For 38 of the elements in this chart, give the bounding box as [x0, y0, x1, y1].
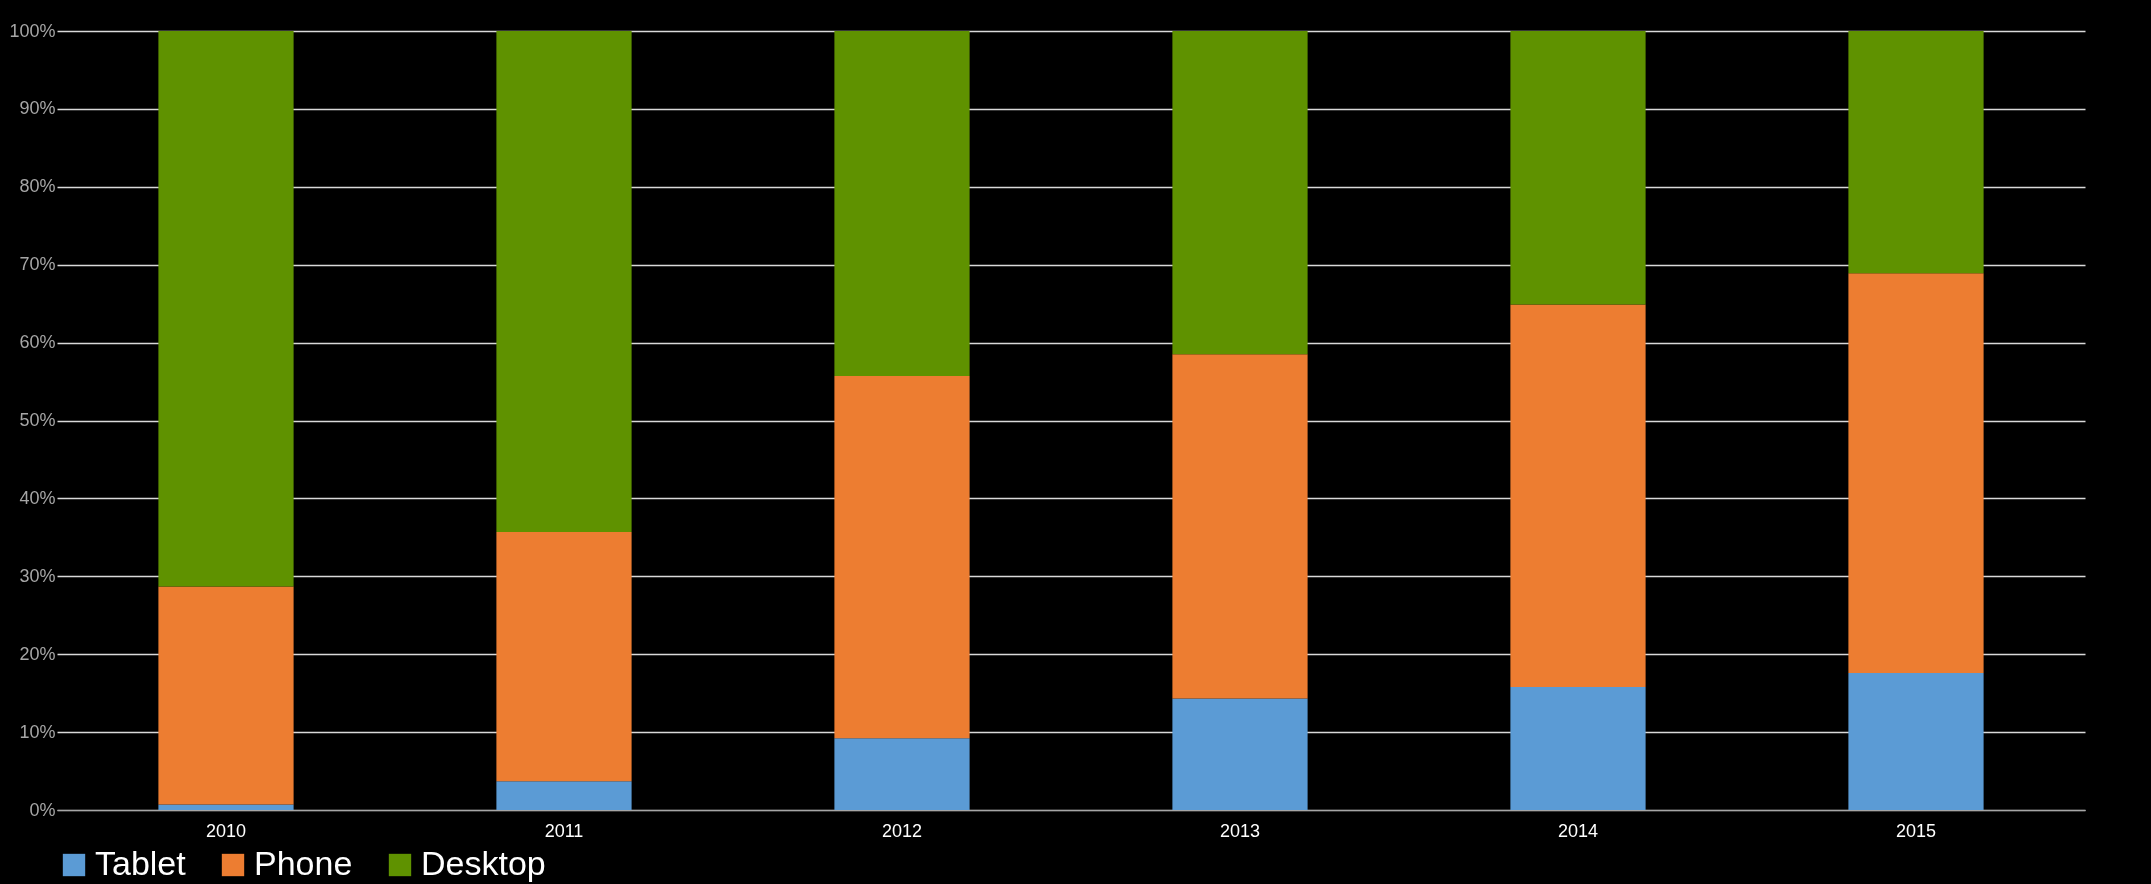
x-tick-label: 2014: [1557, 820, 1599, 841]
bar: [1172, 354, 1308, 699]
y-tick-label: 20%: [19, 643, 56, 664]
bar: [158, 31, 294, 587]
bar: [1172, 31, 1308, 355]
y-tick-label: 30%: [19, 565, 56, 586]
bar: [1172, 698, 1308, 810]
y-tick-label: 90%: [19, 98, 56, 119]
y-tick-label: 50%: [19, 410, 56, 430]
y-tick-label: 0%: [29, 799, 56, 820]
bar: [1848, 273, 1984, 673]
bar: [1510, 31, 1646, 305]
x-tick-label: 2011: [544, 820, 584, 841]
x-tick-label: 2010: [205, 820, 247, 841]
x-tick-label: 2012: [881, 820, 923, 841]
bar: [158, 804, 294, 810]
x-tick-label: 2013: [1219, 820, 1261, 841]
y-tick-label: 10%: [19, 721, 56, 742]
y-tick-label: 60%: [19, 332, 56, 353]
bar: [496, 531, 632, 782]
y-tick-label: 100%: [9, 20, 56, 41]
y-tick-label: 70%: [19, 254, 56, 275]
bar: [1848, 672, 1984, 810]
bar: [158, 586, 294, 805]
legend-label: Tablet: [95, 844, 187, 882]
legend-label: Phone: [254, 844, 353, 882]
y-tick-label: 40%: [19, 487, 56, 508]
bar: [834, 376, 970, 739]
bar: [496, 31, 632, 532]
bar: [496, 781, 632, 810]
x-tick-label: 2015: [1895, 820, 1937, 841]
bar: [834, 31, 970, 377]
legend-label: Desktop: [421, 844, 546, 882]
y-tick-label: 80%: [19, 176, 56, 197]
bar: [1510, 686, 1646, 810]
bar: [1510, 304, 1646, 687]
bar: [1848, 31, 1984, 274]
bar: [834, 738, 970, 810]
